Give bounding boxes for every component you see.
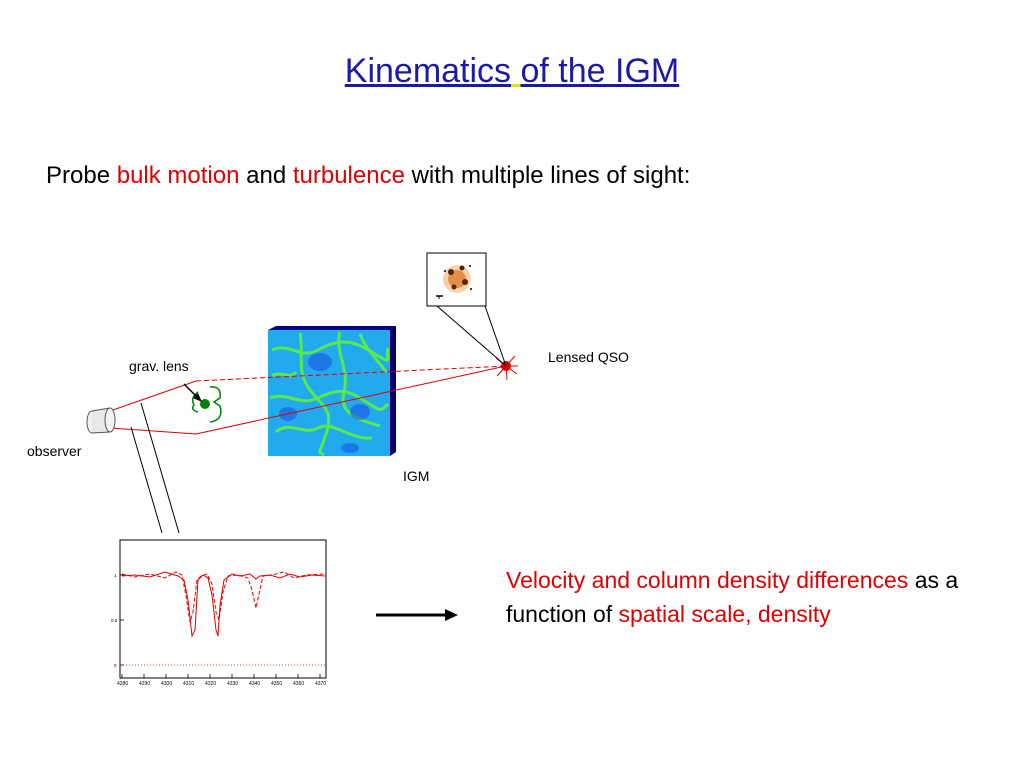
subtitle-highlight-turbulence: turbulence xyxy=(292,162,405,189)
x-tick-label: 4310 xyxy=(183,681,194,687)
lines-of-sight xyxy=(109,365,507,435)
y-tick-label: 0 xyxy=(114,663,117,668)
title-part-2: of the IGM xyxy=(520,52,680,90)
lensed-qso-label: Lensed QSO xyxy=(548,349,629,365)
x-tick-label: 4330 xyxy=(227,681,238,687)
y-tick-label: 0.5 xyxy=(111,618,118,623)
y-tick-label: 1 xyxy=(114,573,117,578)
slide-subtitle: Probe bulk motion and turbulence with mu… xyxy=(46,162,690,190)
spectrum-line-2 xyxy=(121,571,326,623)
title-part-1: Kinematics xyxy=(344,52,512,90)
conclusion-middle: as a function of xyxy=(506,567,959,627)
slide-title: Kinematics of the IGM xyxy=(0,52,1024,91)
subtitle-middle: and xyxy=(239,162,293,189)
x-tick-label: 4290 xyxy=(139,681,150,687)
x-tick-label: 4340 xyxy=(249,681,260,687)
grav-lens-symbol xyxy=(183,383,222,423)
x-tick-label: 4280 xyxy=(117,681,128,687)
conclusion-highlight-scale: spatial scale, density xyxy=(618,601,831,627)
igm-cube xyxy=(268,326,396,457)
subtitle-highlight-bulk-motion: bulk motion xyxy=(116,162,240,189)
qso-image-inset xyxy=(426,252,507,367)
x-tick-label: 4360 xyxy=(293,681,304,687)
subtitle-prefix: Probe xyxy=(46,162,117,189)
observer-telescope-icon xyxy=(86,407,116,434)
x-tick-label: 4350 xyxy=(271,681,282,687)
spectrum-plot: 1 0.5 0 4280 4290 4300 4310 4320 4330 4340 4350… xyxy=(111,539,327,687)
observer-label: observer xyxy=(27,443,82,459)
conclusion-highlight-velocity: Velocity and column density differences xyxy=(506,567,909,593)
x-tick-label: 4370 xyxy=(315,681,326,687)
x-tick-label: 4320 xyxy=(205,681,216,687)
x-tick-label: 4300 xyxy=(161,681,172,687)
conclusion-text: Velocity and column density differences … xyxy=(506,563,976,631)
grav-lens-label: grav. lens xyxy=(129,358,189,374)
observer-to-spectrum-arrows xyxy=(130,402,180,534)
igm-label: IGM xyxy=(403,468,430,484)
subtitle-suffix: with multiple lines of sight: xyxy=(404,162,691,189)
result-arrow xyxy=(376,609,458,621)
spectrum-line-1 xyxy=(121,571,326,638)
